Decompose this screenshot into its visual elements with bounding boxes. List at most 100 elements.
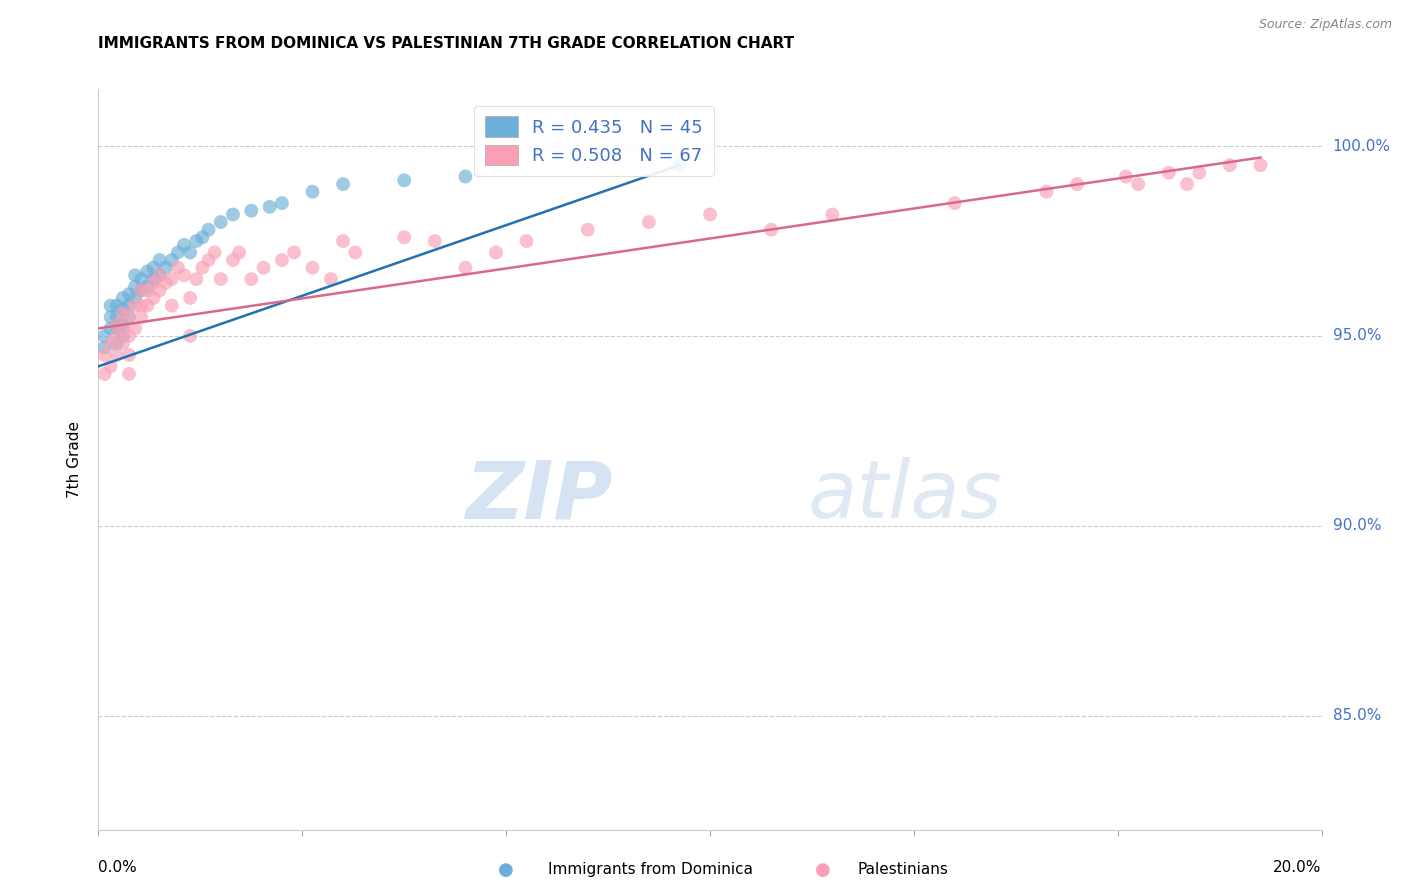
Point <box>136 279 159 293</box>
Point <box>142 276 165 290</box>
Point <box>270 196 292 211</box>
Text: ●: ● <box>814 861 831 879</box>
Point <box>136 264 159 278</box>
Point <box>1115 169 1137 184</box>
Point <box>93 340 115 354</box>
Point <box>252 260 274 275</box>
Y-axis label: 7th Grade: 7th Grade <box>67 421 83 498</box>
Point <box>209 215 232 229</box>
Point <box>179 291 201 305</box>
Point <box>111 291 134 305</box>
Point <box>111 302 134 317</box>
Point <box>111 306 134 320</box>
Point <box>136 284 159 298</box>
Point <box>759 222 782 236</box>
Point <box>1157 166 1180 180</box>
Point <box>186 234 208 248</box>
Text: 100.0%: 100.0% <box>1333 138 1391 153</box>
Point <box>105 310 128 324</box>
Point <box>111 329 134 343</box>
Point <box>100 336 122 351</box>
Point <box>142 260 165 275</box>
Point <box>454 260 477 275</box>
Point <box>155 260 177 275</box>
Text: 95.0%: 95.0% <box>1333 328 1381 343</box>
Point <box>240 272 263 286</box>
Point <box>93 367 115 381</box>
Point <box>118 299 141 313</box>
Point <box>423 234 446 248</box>
Point <box>111 318 134 332</box>
Point <box>1175 177 1198 191</box>
Point <box>129 310 152 324</box>
Point <box>100 310 122 324</box>
Point <box>105 336 128 351</box>
Text: ZIP: ZIP <box>465 458 612 535</box>
Point <box>222 253 245 268</box>
Point <box>149 268 172 283</box>
Point <box>392 230 416 244</box>
Point <box>100 359 122 374</box>
Point <box>118 367 141 381</box>
Point <box>454 169 477 184</box>
Point <box>1219 158 1241 172</box>
Point <box>319 272 342 286</box>
Point <box>332 177 354 191</box>
Point <box>191 260 214 275</box>
Point <box>105 321 128 335</box>
Point <box>301 260 323 275</box>
Point <box>197 253 219 268</box>
Text: Immigrants from Dominica: Immigrants from Dominica <box>548 863 754 877</box>
Point <box>240 203 263 218</box>
Point <box>191 230 214 244</box>
Point <box>167 245 190 260</box>
Point <box>100 321 122 335</box>
Point <box>167 260 190 275</box>
Point <box>222 207 245 221</box>
Point <box>105 318 128 332</box>
Point <box>943 196 966 211</box>
Text: 85.0%: 85.0% <box>1333 708 1381 723</box>
Point <box>179 329 201 343</box>
Point <box>301 185 323 199</box>
Point <box>1035 185 1057 199</box>
Point <box>197 222 219 236</box>
Point <box>160 299 183 313</box>
Point <box>111 321 134 335</box>
Point <box>105 299 128 313</box>
Text: Palestinians: Palestinians <box>858 863 949 877</box>
Point <box>160 253 183 268</box>
Point <box>173 268 195 283</box>
Point <box>699 207 721 221</box>
Point <box>821 207 844 221</box>
Point <box>392 173 416 187</box>
Point <box>93 329 115 343</box>
Point <box>283 245 305 260</box>
Text: IMMIGRANTS FROM DOMINICA VS PALESTINIAN 7TH GRADE CORRELATION CHART: IMMIGRANTS FROM DOMINICA VS PALESTINIAN … <box>98 36 794 51</box>
Text: ●: ● <box>498 861 515 879</box>
Point <box>118 329 141 343</box>
Point <box>124 291 146 305</box>
Point <box>209 272 232 286</box>
Text: 20.0%: 20.0% <box>1274 860 1322 875</box>
Point <box>149 253 172 268</box>
Point <box>142 272 165 286</box>
Point <box>124 268 146 283</box>
Point <box>105 329 128 343</box>
Point <box>124 279 146 293</box>
Text: 0.0%: 0.0% <box>98 860 138 875</box>
Point <box>118 310 141 324</box>
Point <box>270 253 292 268</box>
Point <box>344 245 367 260</box>
Point <box>111 336 134 351</box>
Legend: R = 0.435   N = 45, R = 0.508   N = 67: R = 0.435 N = 45, R = 0.508 N = 67 <box>474 105 714 177</box>
Point <box>124 299 146 313</box>
Point <box>118 310 141 324</box>
Point <box>136 299 159 313</box>
Point <box>129 284 152 298</box>
Point <box>228 245 250 260</box>
Point <box>100 299 122 313</box>
Point <box>259 200 281 214</box>
Point <box>1188 166 1211 180</box>
Point <box>93 348 115 362</box>
